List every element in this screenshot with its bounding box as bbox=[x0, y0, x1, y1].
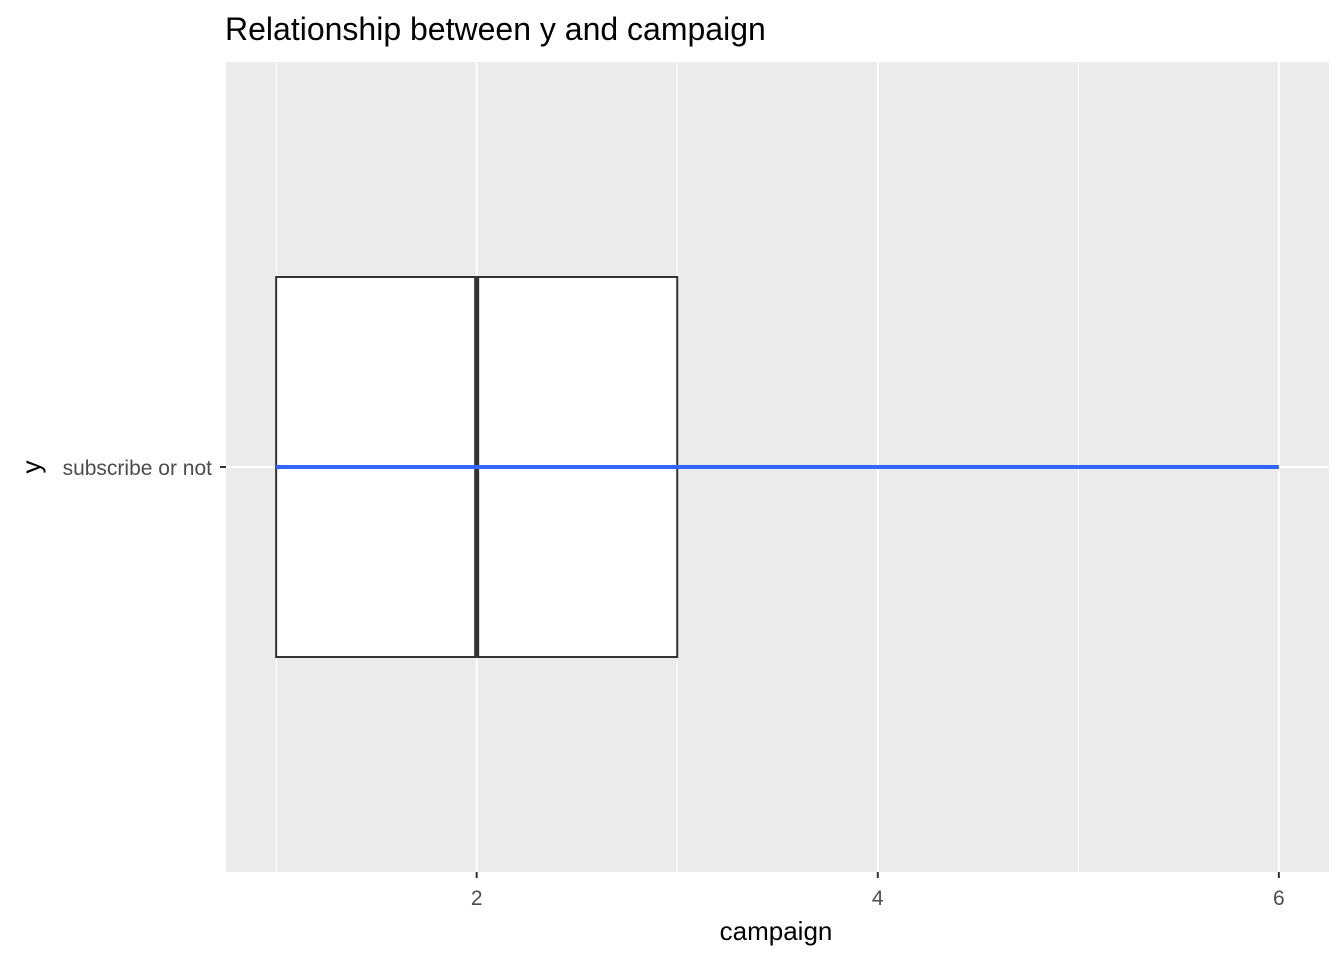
y-axis-title: y bbox=[16, 461, 46, 474]
x-axis-title: campaign bbox=[720, 916, 833, 946]
x-tick-label: 2 bbox=[471, 887, 483, 910]
box-layer bbox=[275, 276, 1279, 658]
x-tick-label: 6 bbox=[1273, 887, 1285, 910]
x-tick-label: 4 bbox=[872, 887, 884, 910]
axis-layer: 2 4 6 subscribe or not bbox=[63, 457, 1285, 910]
chart-title: Relationship between y and campaign bbox=[225, 11, 766, 47]
y-tick-label: subscribe or not bbox=[63, 457, 213, 480]
